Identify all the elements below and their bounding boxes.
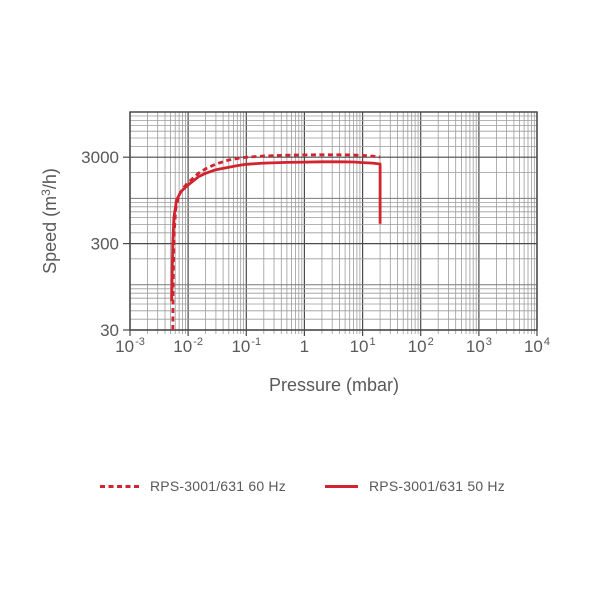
x-tick-label: 10-1 bbox=[231, 336, 261, 356]
x-tick-label: 1 bbox=[300, 337, 309, 356]
legend-item-50hz: RPS-3001/631 50 Hz bbox=[325, 477, 505, 495]
x-tick-label: 10-3 bbox=[115, 336, 145, 356]
legend-label-60hz: RPS-3001/631 60 Hz bbox=[150, 478, 286, 494]
x-tick-label: 104 bbox=[524, 336, 550, 356]
plot-frame bbox=[129, 111, 538, 331]
y-tick-label: 30 bbox=[100, 321, 119, 340]
legend-item-60hz: RPS-3001/631 60 Hz bbox=[100, 477, 286, 495]
curve-50hz bbox=[170, 160, 382, 302]
x-axis-title: Pressure (mbar) bbox=[269, 375, 399, 395]
legend-label-50hz: RPS-3001/631 50 Hz bbox=[369, 478, 505, 494]
x-tick-label: 101 bbox=[350, 336, 376, 356]
legend-solid-line-icon bbox=[325, 484, 358, 488]
x-tick-label: 102 bbox=[408, 336, 434, 356]
y-axis-title: Speed (m3/h) bbox=[39, 168, 60, 274]
x-tick-label: 10-2 bbox=[173, 336, 203, 356]
y-tick-label: 300 bbox=[91, 235, 119, 254]
legend-dashed-line-icon bbox=[100, 484, 139, 488]
x-tick-label: 103 bbox=[466, 336, 492, 356]
y-tick-label: 3000 bbox=[81, 148, 119, 167]
